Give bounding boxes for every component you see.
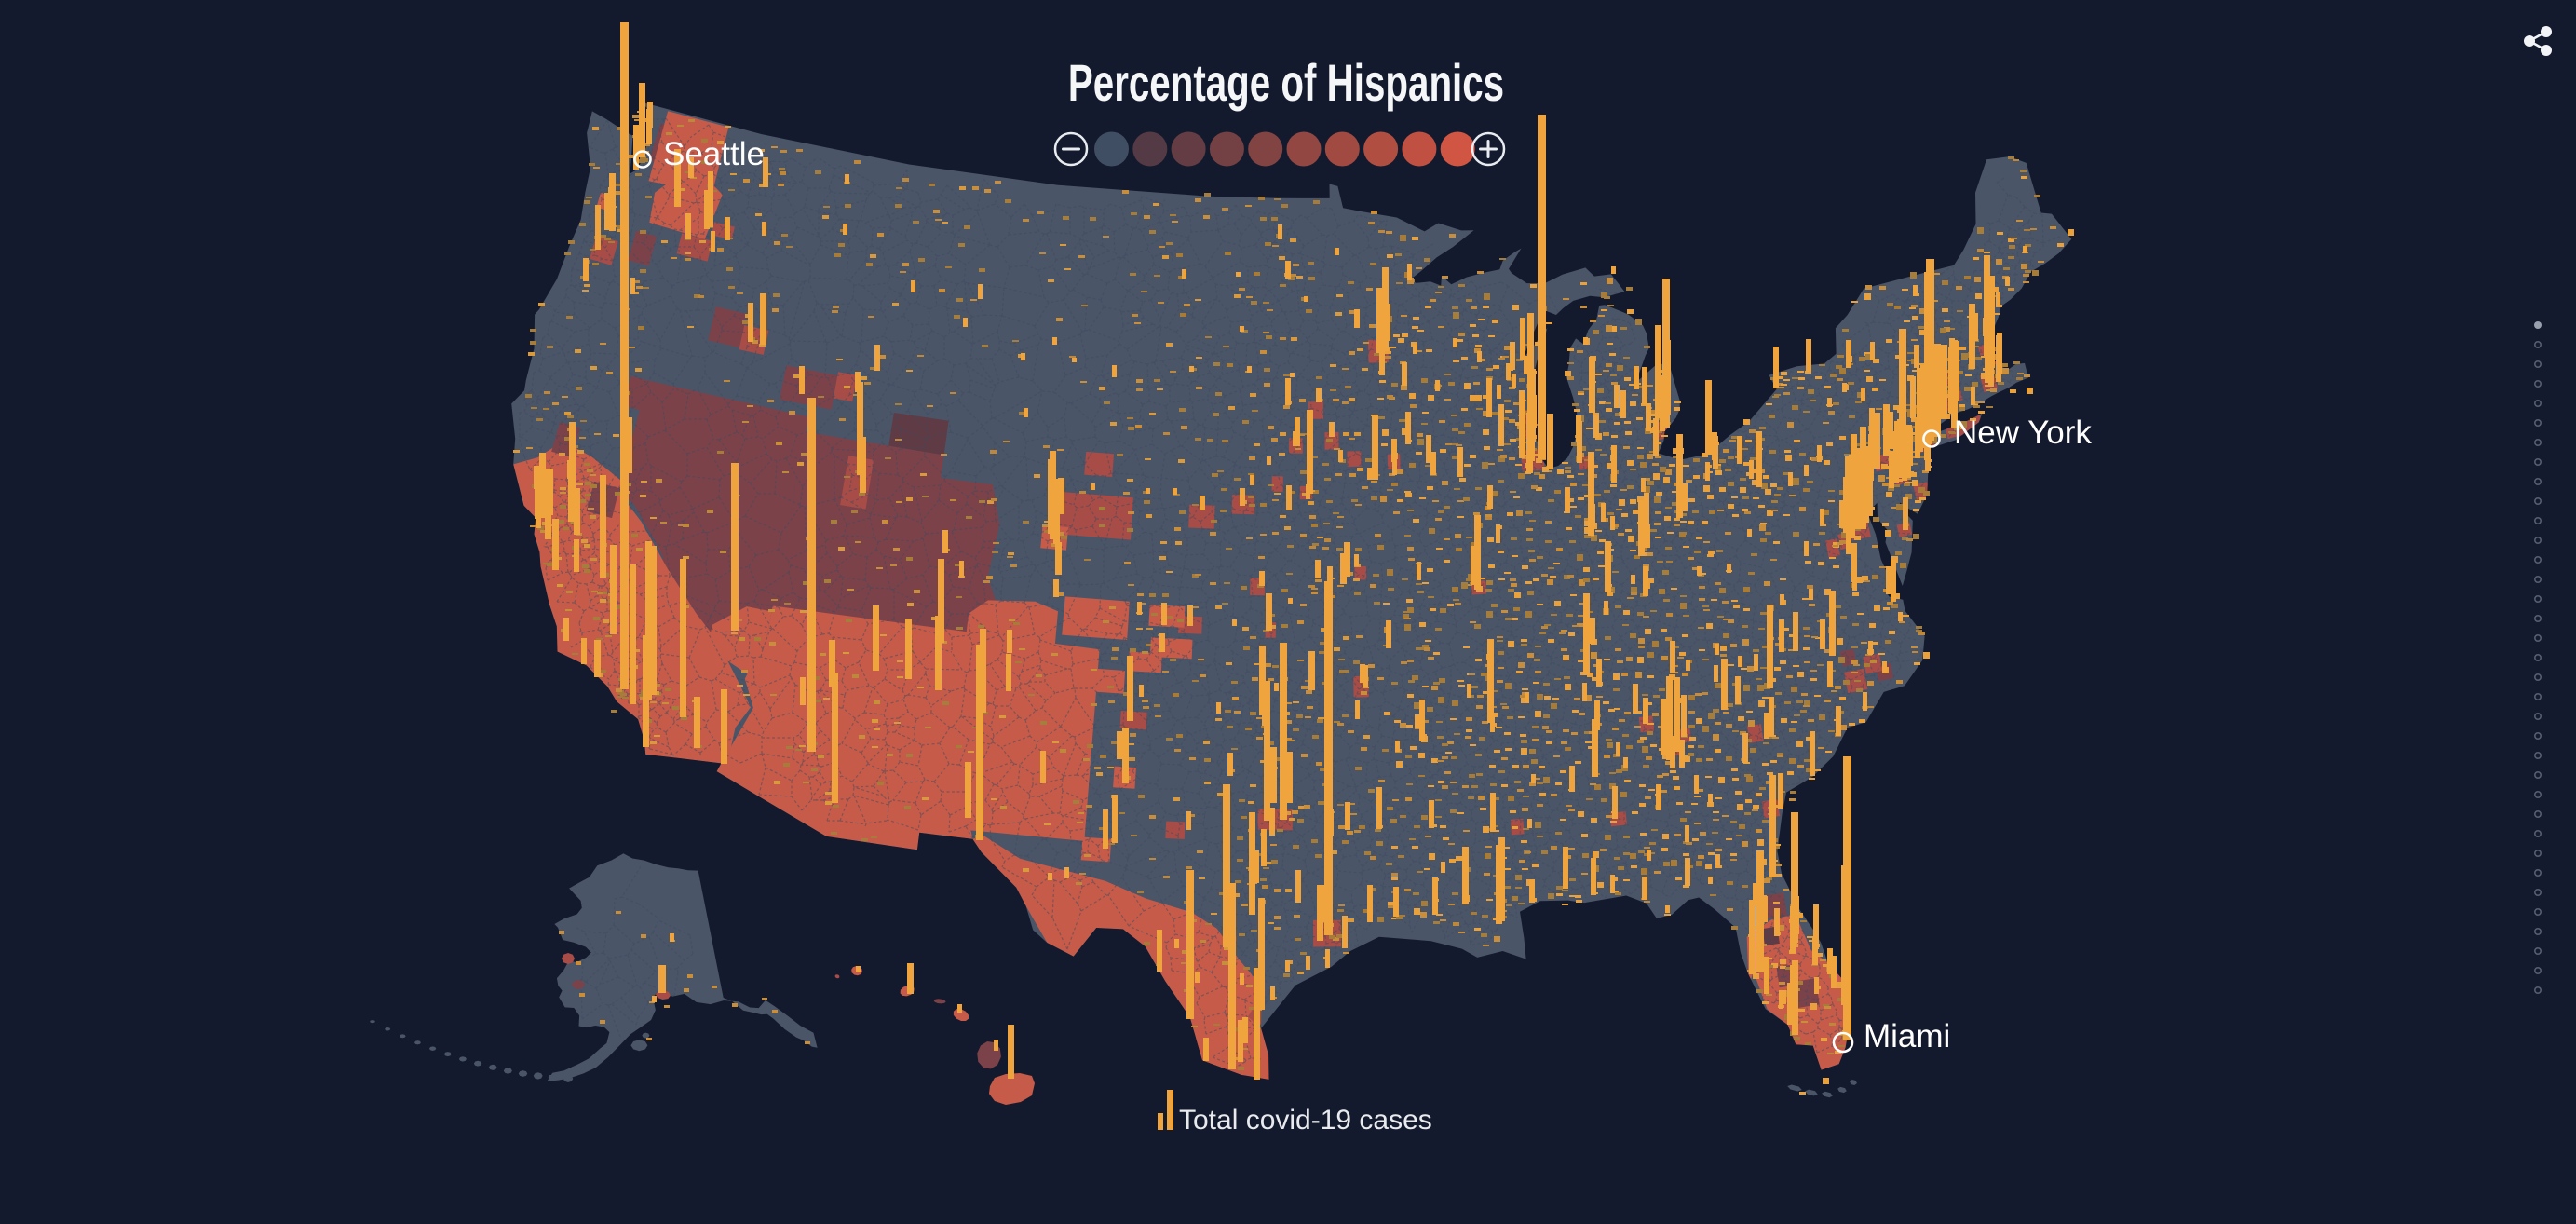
svg-text:Percentage of Hispanics: Percentage of Hispanics bbox=[1068, 55, 1504, 113]
svg-text:New York: New York bbox=[1954, 415, 2092, 451]
svg-text:Seattle: Seattle bbox=[663, 136, 765, 172]
svg-text:Total covid-19 cases: Total covid-19 cases bbox=[1179, 1105, 1432, 1136]
svg-text:Miami: Miami bbox=[1864, 1018, 1950, 1054]
